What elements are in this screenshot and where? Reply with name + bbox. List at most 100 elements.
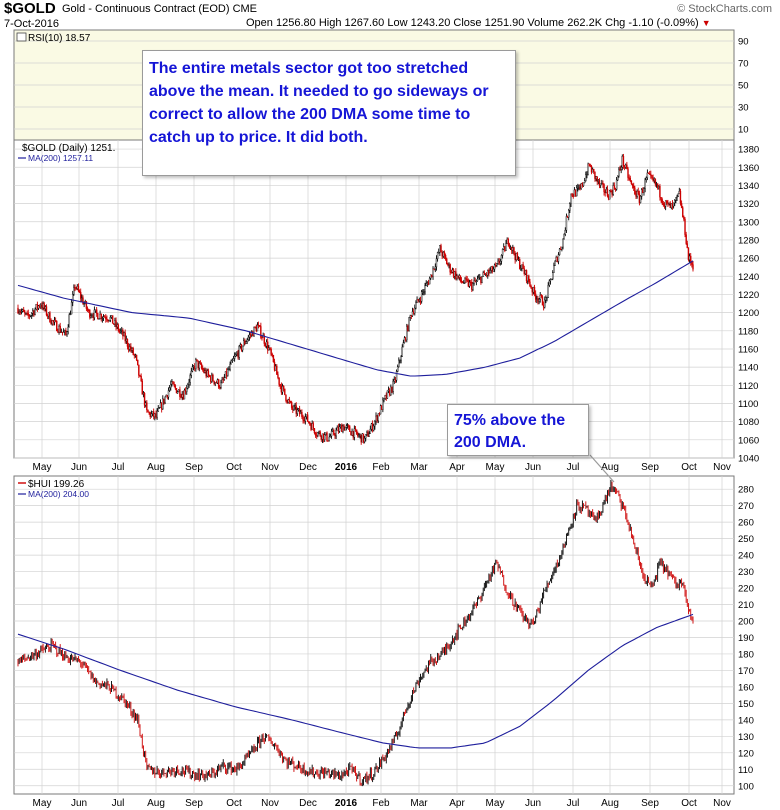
gold-candle-body (165, 395, 167, 398)
gold-candle-body (661, 199, 663, 204)
gold-candle-body (663, 204, 666, 207)
hui-price-bars (17, 480, 694, 787)
gold-candle-body (406, 325, 408, 341)
gold-candle-body (634, 187, 636, 195)
gold-candle-body (422, 291, 424, 293)
volume-label: Volume (527, 17, 565, 29)
gold-candle-body (98, 318, 100, 320)
gold-candle-body (394, 379, 397, 381)
gold-candle-body (75, 287, 77, 289)
gold-candle-body (174, 385, 177, 389)
gold-candle-body (490, 266, 492, 271)
gold-candle-body (261, 337, 263, 339)
gold-candle-body (539, 295, 541, 300)
gold-candle-body (175, 387, 178, 394)
gold-candle-body (554, 260, 556, 266)
hui-ytick-label: 100 (738, 781, 754, 792)
gold-candle-body (377, 413, 380, 422)
gold-candle-body (565, 216, 568, 231)
hui-ytick-label: 140 (738, 715, 754, 726)
gold-candle-body (336, 427, 338, 431)
gold-candle-body (466, 279, 468, 281)
gold-candle-body (102, 316, 105, 319)
gold-candle-body (682, 207, 684, 218)
gold-candle-body (441, 251, 443, 257)
gold-candle-body (38, 305, 41, 307)
gold-candle-body (425, 283, 427, 286)
chart-date: 7-Oct-2016 (4, 18, 60, 30)
gold-candle-body (25, 312, 27, 315)
gold-candle-body (235, 354, 237, 357)
gold-candle-body (383, 398, 385, 401)
gold-candle-body (77, 286, 80, 292)
gold-candle-body (333, 429, 335, 435)
gold-candle-body (517, 259, 520, 261)
gold-candle-body (509, 246, 512, 249)
gold-candle-body (313, 428, 316, 434)
gold-candle-body (66, 331, 68, 335)
gold-candle-body (650, 173, 652, 176)
gold-candle-body (82, 297, 84, 305)
gold-candle-body (184, 389, 187, 392)
gold-candle-body (119, 330, 122, 332)
gold-candle-body (617, 175, 619, 181)
gold-candle-body (203, 369, 205, 373)
gold-candle-body (400, 356, 402, 361)
gold-candle-body (300, 412, 302, 415)
gold-candle-body (471, 281, 473, 290)
gold-candle-body (560, 248, 562, 250)
hui-x-axis: May Jun Jul Aug Sep Oct Nov Dec 2016 Feb Mar Apr May… (33, 798, 731, 809)
gold-xtick-label: Feb (372, 462, 390, 473)
gold-candle-body (166, 395, 169, 398)
gold-candle-body (347, 425, 350, 427)
gold-candle-body (495, 264, 497, 266)
gold-candle-body (85, 301, 88, 309)
gold-candle-body (87, 309, 90, 312)
hui-ytick-label: 210 (738, 600, 754, 611)
gold-candle-body (362, 433, 365, 443)
gold-candle-body (534, 293, 537, 300)
gold-ytick-label: 1320 (738, 199, 759, 210)
gold-candle-body (414, 307, 416, 314)
gold-candle-body (124, 332, 126, 342)
gold-candle-body (296, 409, 299, 414)
gold-candle-body (628, 177, 630, 179)
gold-candle-body (531, 287, 533, 293)
gold-candle-body (440, 245, 442, 253)
gold-candle-body (80, 292, 82, 299)
gold-candle-body (287, 399, 289, 403)
gold-candle-body (334, 434, 336, 437)
hui-xtick-label: Apr (449, 798, 465, 809)
gold-candle-body (623, 165, 626, 168)
gold-xtick-label: Jun (525, 462, 541, 473)
gold-candle-body (611, 191, 613, 195)
gold-candle-body (321, 433, 324, 440)
gold-candle-body (512, 247, 514, 251)
gold-candle-body (37, 305, 40, 309)
gold-candle-body (506, 239, 508, 244)
gold-y-axis: 1040 1060 1080 1100 1120 1140 1160 1180 1200 1220… (738, 145, 759, 465)
gold-candle-body (215, 382, 218, 384)
gold-candle-body (525, 270, 528, 282)
gold-candle-body (65, 330, 67, 335)
gold-candle-body (602, 182, 604, 185)
rsi-y-axis: 10 30 50 70 90 (738, 37, 749, 136)
gold-candle-body (622, 156, 625, 166)
gold-candle-body (267, 341, 269, 351)
gold-ytick-label: 1180 (738, 326, 758, 337)
gold-xtick-label: 2016 (335, 462, 358, 473)
gold-candle-body (343, 425, 345, 431)
gold-candle-body (507, 239, 509, 245)
gold-candle-body (70, 302, 73, 315)
gold-candle-body (523, 268, 525, 274)
gold-candle-body (239, 344, 242, 347)
low-value: 1243.20 (410, 17, 451, 29)
gold-candle-body (504, 246, 506, 252)
gold-candle-body (477, 277, 480, 280)
gold-candle-body (674, 199, 676, 204)
gold-candle-body (418, 300, 421, 302)
gold-candle-body (108, 320, 110, 322)
gold-candle-body (619, 169, 621, 171)
gold-candle-body (638, 193, 641, 203)
gold-candle-body (318, 431, 320, 433)
